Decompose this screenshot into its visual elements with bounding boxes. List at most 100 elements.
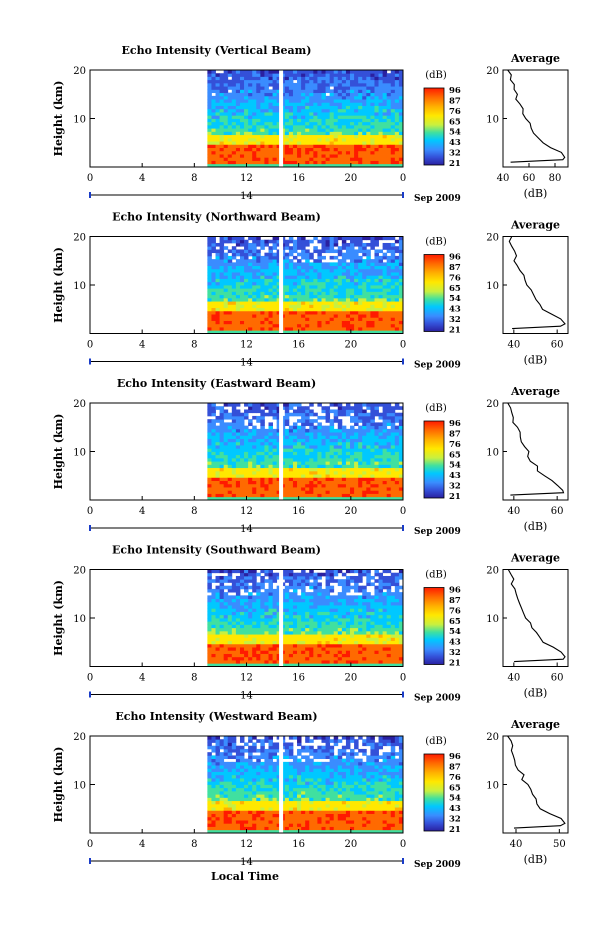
heatmap-cell xyxy=(219,73,225,77)
heatmap-cell xyxy=(329,262,335,266)
heatmap-cell xyxy=(337,131,343,136)
heatmap-cell xyxy=(288,598,294,603)
heatmap-cell xyxy=(297,262,302,266)
heatmap-cell xyxy=(341,255,347,260)
heatmap-cell xyxy=(235,425,241,430)
heatmap-cell xyxy=(301,588,306,593)
heatmap-cell xyxy=(276,448,282,452)
heatmap-cell xyxy=(223,643,229,648)
heatmap-cell xyxy=(301,134,306,139)
heatmap-cell xyxy=(231,640,237,645)
heatmap-cell xyxy=(256,415,261,420)
heatmap-cell xyxy=(244,246,249,250)
heatmap-cell xyxy=(370,425,375,430)
heatmap-cell xyxy=(227,441,233,446)
heatmap-cell xyxy=(374,490,379,494)
heatmap-cell xyxy=(235,656,241,661)
heatmap-cell xyxy=(390,480,396,485)
heatmap-cell xyxy=(264,76,269,81)
heatmap-cell xyxy=(309,144,314,148)
heatmap-cell xyxy=(337,124,343,129)
heatmap-cell xyxy=(317,89,322,94)
heatmap-cell xyxy=(337,457,343,462)
heatmap-cell xyxy=(321,82,326,87)
heatmap-cell xyxy=(394,467,400,472)
heatmap-cell xyxy=(244,480,249,485)
heatmap-cell xyxy=(244,144,249,148)
heatmap-cell xyxy=(333,144,339,148)
heatmap-cell xyxy=(248,647,253,651)
heatmap-cell xyxy=(268,637,273,642)
colorbar-tick-label: 54 xyxy=(449,294,461,304)
heatmap-cell xyxy=(260,575,265,580)
heatmap-cell xyxy=(325,451,331,456)
heatmap-cell xyxy=(239,327,245,331)
heatmap-cell xyxy=(248,419,253,423)
heatmap-cell xyxy=(284,630,290,635)
heatmap-cell xyxy=(276,438,282,443)
heatmap-cell xyxy=(333,272,339,276)
heatmap-cell xyxy=(264,647,269,651)
heatmap-cell xyxy=(362,115,367,119)
heatmap-cell xyxy=(276,457,282,462)
x-tick-label: 0 xyxy=(400,340,406,351)
heatmap-cell xyxy=(358,278,363,283)
heatmap-cell xyxy=(305,79,310,84)
heatmap-cell xyxy=(317,76,322,81)
heatmap-cell xyxy=(390,307,396,312)
heatmap-cell xyxy=(398,464,404,469)
heatmap-cell xyxy=(211,428,216,433)
heatmap-cell xyxy=(227,457,233,462)
heatmap-cell xyxy=(244,307,249,312)
heatmap-cell xyxy=(297,112,302,116)
heatmap-cell xyxy=(350,441,355,446)
heatmap-cell xyxy=(309,445,314,449)
heatmap-cell xyxy=(386,124,392,129)
heatmap-cell xyxy=(362,82,367,87)
heatmap-cell xyxy=(227,614,233,619)
heatmap-cell xyxy=(329,457,335,462)
heatmap-cell xyxy=(325,294,331,299)
heatmap-cell xyxy=(288,467,294,472)
heatmap-cell xyxy=(297,457,302,462)
heatmap-cell xyxy=(264,627,269,632)
heatmap-cell xyxy=(305,643,310,648)
heatmap-cell xyxy=(374,477,379,481)
heatmap-cell xyxy=(288,70,294,74)
heatmap-cell xyxy=(235,579,241,583)
heatmap-cell xyxy=(284,618,290,622)
heatmap-cell xyxy=(260,163,265,168)
heatmap-cell xyxy=(333,76,339,81)
heatmap-cell xyxy=(215,419,221,423)
y-tick-label: 10 xyxy=(73,115,86,126)
heatmap-cell xyxy=(362,265,367,270)
heatmap-cell xyxy=(231,281,237,286)
heatmap-cell xyxy=(305,285,310,289)
heatmap-cell xyxy=(382,108,388,113)
heatmap-cell xyxy=(227,435,233,439)
heatmap-cell xyxy=(252,76,257,81)
heatmap-cell xyxy=(297,624,302,629)
heatmap-cell xyxy=(370,268,375,273)
heatmap-cell xyxy=(219,150,225,155)
heatmap-cell xyxy=(313,70,318,74)
heatmap-cell xyxy=(309,150,314,155)
heatmap-cell xyxy=(337,451,343,456)
heatmap-cell xyxy=(256,660,261,664)
heatmap-cell xyxy=(309,285,314,289)
heatmap-cell xyxy=(370,294,375,299)
heatmap-cell xyxy=(244,595,249,599)
heatmap-cell xyxy=(350,487,355,491)
heatmap-cell xyxy=(390,134,396,139)
heatmap-cell xyxy=(354,144,359,148)
heatmap-cell xyxy=(256,95,261,100)
heatmap-cell xyxy=(288,438,294,443)
heatmap-cell xyxy=(284,330,290,334)
heatmap-cell xyxy=(345,102,351,106)
heatmap-cell xyxy=(370,435,375,439)
heatmap-cell xyxy=(321,255,326,260)
heatmap-cell xyxy=(386,255,392,260)
heatmap-cell xyxy=(398,163,404,168)
heatmap-cell xyxy=(378,134,384,139)
heatmap-cell xyxy=(268,663,273,667)
